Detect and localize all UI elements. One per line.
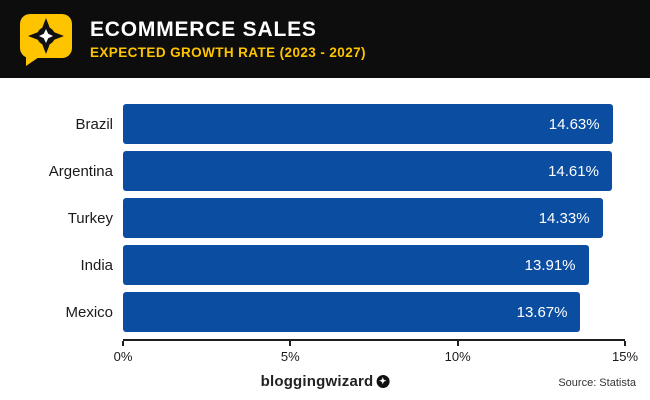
bar-track: 13.91% [123, 245, 625, 285]
bar-row: Brazil 14.63% [10, 104, 625, 144]
bar-chart: Brazil 14.63% Argentina 14.61% Turkey 14.33% I… [0, 78, 650, 332]
bar-value-label: 14.63% [548, 115, 600, 133]
bar-track: 14.63% [123, 104, 625, 144]
tick-label: 10% [444, 349, 471, 364]
bar: 13.67% [123, 292, 581, 332]
bar-value-label: 14.33% [538, 209, 590, 227]
bar-value-label: 13.91% [524, 256, 576, 274]
footer: bloggingwizard ✦ Source: Statista [0, 369, 650, 400]
x-axis-ticks: 0% 5% 10% 15% [114, 341, 638, 367]
bar-track: 14.61% [123, 151, 625, 191]
bar-value-label: 14.61% [548, 162, 599, 180]
bar-row: India 13.91% [10, 245, 625, 285]
x-axis-line [123, 339, 625, 341]
category-label: Mexico [65, 303, 113, 321]
bloggingwizard-logo-icon [18, 11, 74, 67]
tick-mark [122, 341, 124, 346]
bar: 14.61% [123, 151, 612, 191]
bloggingwizard-wordmark: bloggingwizard ✦ [261, 373, 390, 390]
category-label: Turkey [67, 209, 113, 227]
brand-text: bloggingwizard [260, 373, 374, 390]
bar-track: 14.33% [123, 198, 625, 238]
brand-star-icon: ✦ [376, 375, 390, 388]
bar-row: Mexico 13.67% [10, 292, 625, 332]
category-label: Argentina [48, 162, 113, 180]
header-text: ECOMMERCE SALES EXPECTED GROWTH RATE (20… [90, 18, 366, 60]
tick-label: 5% [280, 349, 300, 364]
x-axis: 0% 5% 10% 15% [114, 339, 638, 367]
tick-mark [456, 341, 459, 346]
bar-value-label: 13.67% [516, 303, 568, 321]
bar-row: Turkey 14.33% [10, 198, 625, 238]
tick-mark [289, 341, 292, 346]
category-label: India [80, 256, 113, 274]
tick-mark [624, 341, 626, 346]
bar: 14.33% [123, 198, 603, 238]
bar-track: 13.67% [123, 292, 625, 332]
bar-rows: Brazil 14.63% Argentina 14.61% Turkey 14.33% I… [10, 104, 625, 332]
tick-label: 15% [611, 349, 639, 364]
bar: 13.91% [123, 245, 589, 285]
chart-subtitle: EXPECTED GROWTH RATE (2023 - 2027) [90, 45, 366, 60]
tick-label: 0% [113, 349, 133, 364]
chart-title: ECOMMERCE SALES [90, 18, 317, 41]
bar: 14.63% [123, 104, 613, 144]
category-label: Brazil [75, 115, 113, 133]
source-credit: Source: Statista [558, 377, 636, 389]
bar-row: Argentina 14.61% [10, 151, 625, 191]
header-bar: ECOMMERCE SALES EXPECTED GROWTH RATE (20… [0, 0, 650, 78]
